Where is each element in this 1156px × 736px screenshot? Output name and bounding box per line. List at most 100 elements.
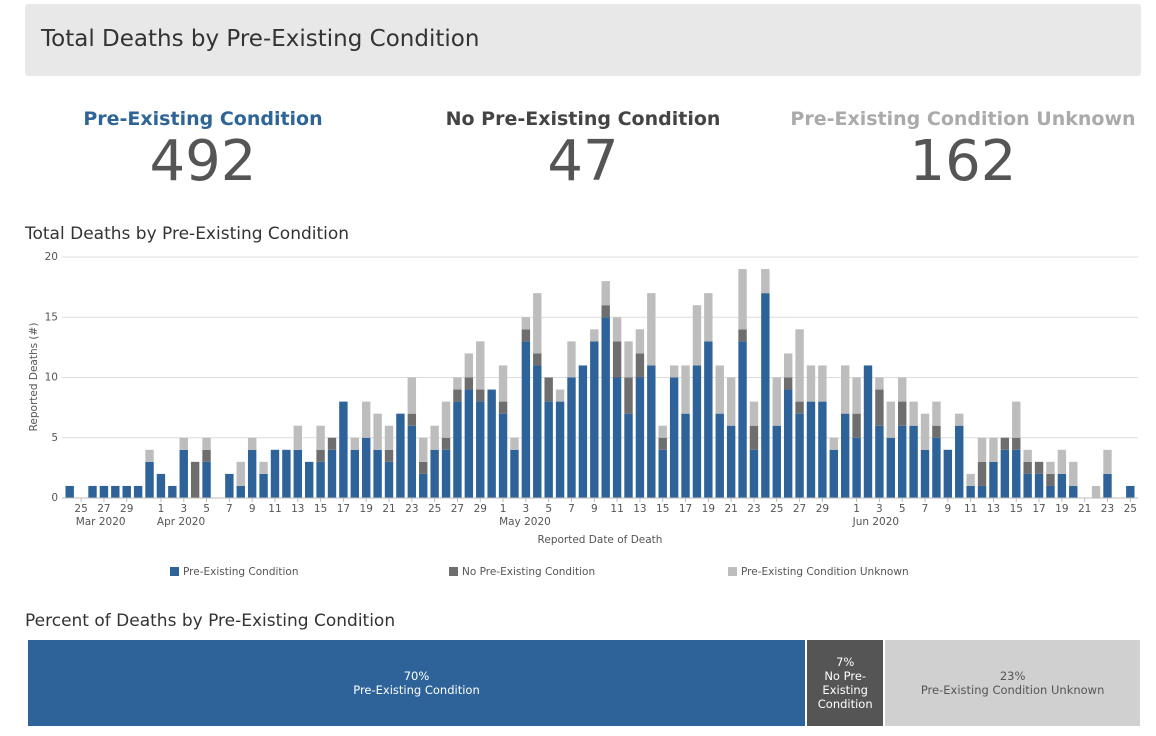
bar-segment xyxy=(738,329,747,342)
x-tick-label: 11 xyxy=(268,503,281,515)
bar-segment xyxy=(624,341,633,378)
bar-segment xyxy=(1023,461,1032,474)
bar-segment xyxy=(327,437,337,450)
bar-segment xyxy=(875,425,884,498)
bar-segment xyxy=(202,461,211,498)
bar-segment xyxy=(236,461,245,486)
x-tick-label: 17 xyxy=(679,503,692,515)
bar-segment xyxy=(533,365,542,498)
x-tick-label: 15 xyxy=(314,503,327,515)
percent-bar: 70% Pre-Existing Condition 7% No Pre-Existi… xyxy=(28,640,1140,726)
bar-segment xyxy=(886,437,896,498)
bar-segment xyxy=(555,389,565,402)
bar-segment xyxy=(430,425,439,450)
legend-label: No Pre-Existing Condition xyxy=(462,566,595,578)
bar-segment xyxy=(168,485,177,498)
bar-segment xyxy=(612,341,622,378)
x-tick-label: 9 xyxy=(944,503,951,515)
bar-segment xyxy=(829,437,838,450)
bar-segment xyxy=(1012,437,1021,450)
kpi: Pre-Existing Condition Unknown 162 xyxy=(773,108,1153,194)
bar-segment xyxy=(1069,461,1078,486)
bar-segment xyxy=(715,413,724,498)
kpi-label: No Pre-Existing Condition xyxy=(445,108,721,130)
bar-segment xyxy=(898,401,907,426)
bar-segment xyxy=(761,293,770,498)
bar-segment xyxy=(384,449,394,462)
bar-segment xyxy=(521,341,531,498)
kpi: No Pre-Existing Condition 47 xyxy=(393,108,773,194)
x-tick-label: 7 xyxy=(922,503,929,515)
bar-segment xyxy=(772,425,781,498)
bar-segment xyxy=(350,449,360,498)
bar-segment xyxy=(533,353,542,366)
header-title: Total Deaths by Pre-Existing Condition xyxy=(41,26,480,52)
bar-segment xyxy=(407,413,417,426)
bar-segment xyxy=(567,341,576,378)
bar-segment xyxy=(453,401,462,498)
bar-segment xyxy=(909,401,918,426)
bar-segment xyxy=(1091,485,1101,498)
month-label: Mar 2020 xyxy=(76,516,126,528)
x-tick-label: 5 xyxy=(899,503,906,515)
bar-segment xyxy=(247,437,257,450)
y-tick-label: 15 xyxy=(45,311,58,323)
bar-segment xyxy=(624,413,633,498)
bar-segment xyxy=(145,461,154,498)
x-tick-label: 1 xyxy=(158,503,165,515)
bar-segment xyxy=(955,413,964,426)
bar-segment xyxy=(1012,449,1021,498)
x-tick-label: 25 xyxy=(428,503,441,515)
x-tick-label: 23 xyxy=(747,503,760,515)
chart-title: Percent of Deaths by Pre-Existing Condit… xyxy=(25,611,396,631)
bar-segment xyxy=(612,317,622,342)
bar-segment xyxy=(464,353,474,378)
bar-segment xyxy=(407,425,417,498)
percent-label: 70% xyxy=(403,669,430,683)
bar-segment xyxy=(476,401,485,498)
bar-segment xyxy=(578,365,588,498)
bar-segment xyxy=(1046,485,1055,498)
x-tick-label: 3 xyxy=(180,503,187,515)
bar-segment xyxy=(498,401,508,414)
bar-segment xyxy=(1057,473,1067,498)
bar-segment xyxy=(316,425,325,450)
bar-segment xyxy=(726,425,736,498)
bar-segment xyxy=(99,485,109,498)
bar-segment xyxy=(635,353,645,378)
bar-segment xyxy=(647,293,656,366)
bar-segment xyxy=(875,389,884,426)
bar-segment xyxy=(590,329,599,342)
legend-swatch xyxy=(728,567,737,576)
bar-segment xyxy=(886,401,896,438)
bar-segment xyxy=(829,449,838,498)
bar-segment xyxy=(1046,473,1055,486)
bar-segment xyxy=(898,425,907,498)
bar-segment xyxy=(476,341,485,390)
month-label: Apr 2020 xyxy=(157,516,205,528)
x-tick-label: 23 xyxy=(1101,503,1114,515)
x-tick-label: 3 xyxy=(876,503,883,515)
percent-label: 7% xyxy=(836,655,855,669)
x-tick-label: 17 xyxy=(1032,503,1045,515)
bar-segment xyxy=(818,365,827,402)
x-tick-label: 21 xyxy=(724,503,737,515)
bar-segment xyxy=(909,425,918,498)
bar-segment xyxy=(441,449,451,498)
bar-segment xyxy=(419,461,428,474)
bar-segment xyxy=(373,449,382,498)
x-tick-label: 19 xyxy=(1055,503,1068,515)
bar-segment xyxy=(852,437,861,498)
bar-segment xyxy=(521,317,531,330)
chart-title: Total Deaths by Pre-Existing Condition xyxy=(25,224,350,244)
bar-segment xyxy=(270,449,280,498)
bar-segment xyxy=(738,341,747,498)
bar-segment xyxy=(259,461,268,474)
bar-segment xyxy=(419,473,428,498)
bar-segment xyxy=(932,437,941,498)
bar-segment xyxy=(1057,449,1067,474)
bar-segment xyxy=(202,449,211,462)
bar-segment xyxy=(1034,473,1044,498)
bar-segment xyxy=(441,437,451,450)
